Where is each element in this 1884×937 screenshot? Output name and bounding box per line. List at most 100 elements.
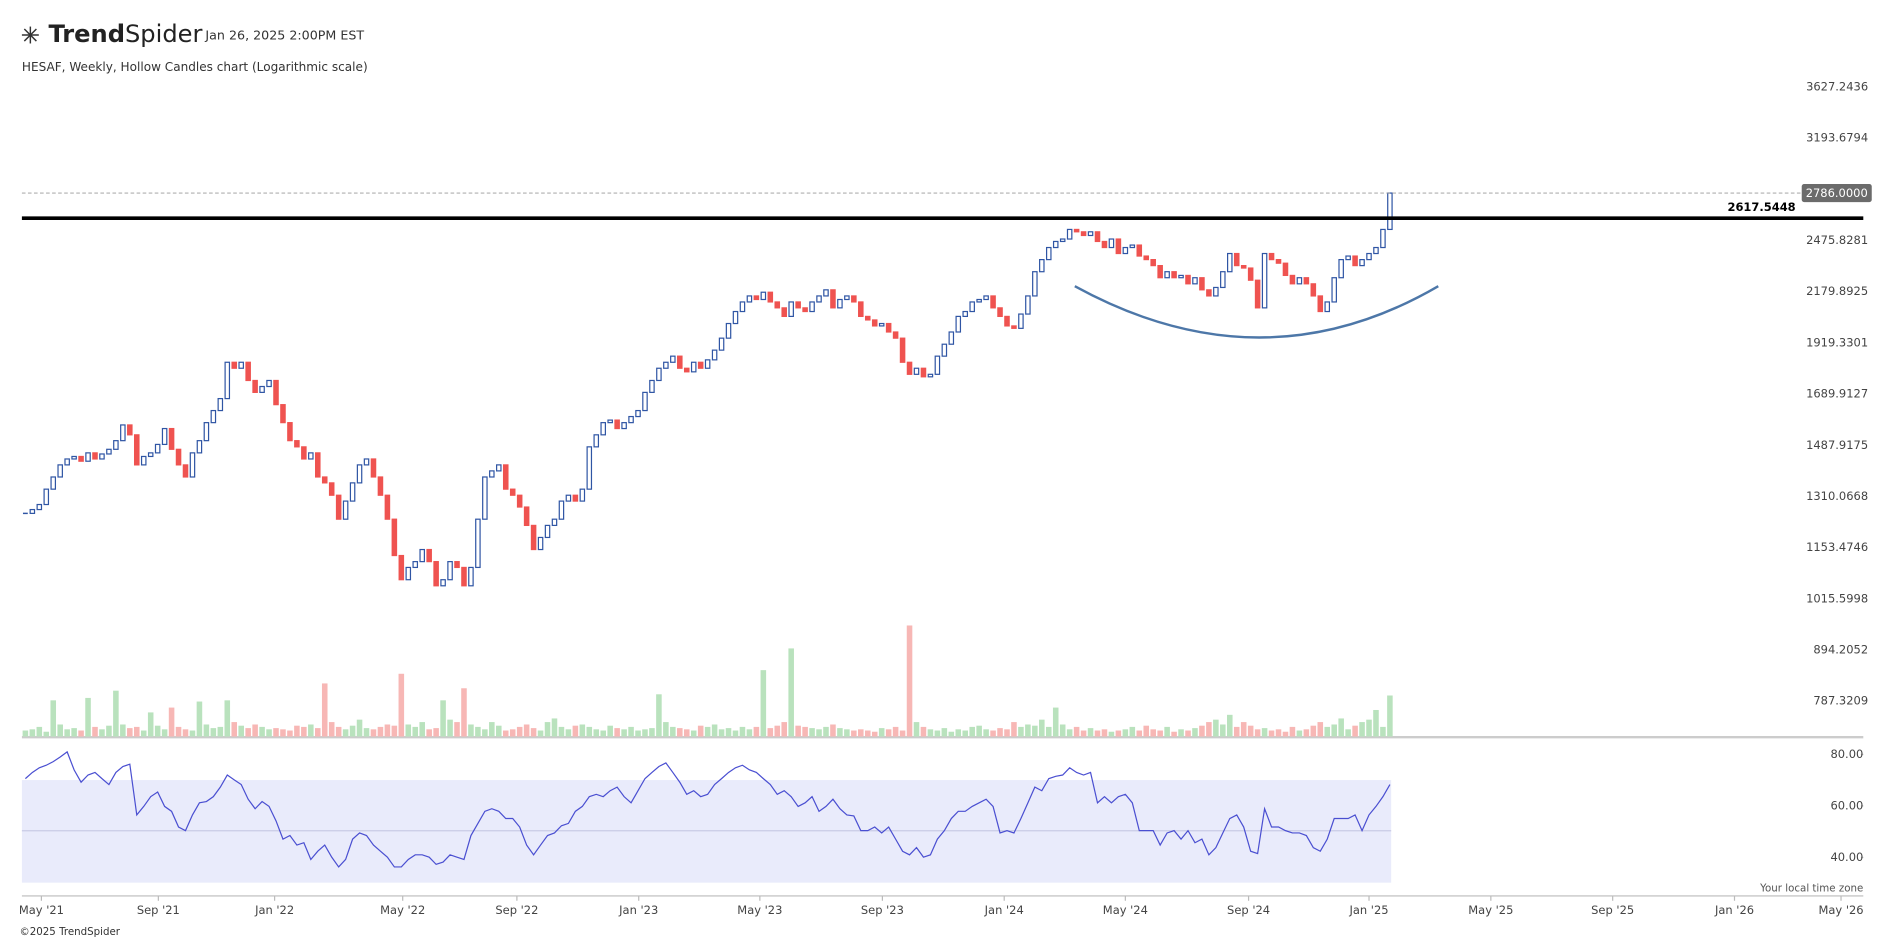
volume-bar [656, 694, 662, 737]
candle-body [71, 455, 77, 460]
volume-bar [823, 726, 829, 737]
volume-bar [210, 728, 217, 737]
candle-body [440, 579, 446, 587]
volume-bar [1220, 724, 1226, 737]
candle-body [1059, 238, 1066, 243]
volume-bar [1066, 729, 1073, 737]
candle-body [363, 458, 370, 466]
candle-body [1387, 192, 1393, 231]
volume-bar [1387, 695, 1393, 737]
candle-body [1087, 231, 1094, 237]
candle-body [203, 422, 210, 442]
volume-bar [871, 731, 878, 737]
chart-subtitle: HESAF, Weekly, Hollow Candles chart (Log… [22, 60, 368, 74]
volume-bar [321, 683, 328, 737]
volume-bar [732, 730, 739, 737]
candle-body [955, 315, 962, 333]
y-tick-label: 1310.0668 [1806, 489, 1868, 503]
candle-body [739, 301, 746, 313]
x-tick-label: May '21 [19, 903, 64, 917]
volume-bar [1199, 725, 1205, 737]
candle-body [328, 482, 335, 496]
volume-bar [50, 700, 57, 737]
volume-bar [273, 728, 279, 737]
candle-body [1101, 240, 1108, 249]
volume-bar [579, 724, 586, 737]
volume-bar [851, 730, 857, 737]
candle-body [315, 452, 321, 478]
candle-body [544, 524, 551, 539]
volume-bar [697, 725, 704, 737]
volume-bar [1164, 726, 1170, 737]
volume-bar [1004, 729, 1010, 737]
volume-bar [767, 728, 774, 737]
volume-bar [1213, 719, 1219, 737]
x-tick-label: May '25 [1468, 903, 1513, 917]
volume-bar [1150, 729, 1156, 737]
volume-bar [1094, 730, 1101, 737]
volume-bar [182, 729, 189, 737]
volume-bar [885, 729, 892, 737]
volume-bar [113, 690, 119, 737]
candle-body [1268, 252, 1275, 261]
volume-bar [335, 726, 342, 737]
volume-bar [649, 728, 655, 737]
candle-body [600, 422, 606, 436]
candle-body [1213, 286, 1219, 297]
candle-body [899, 337, 906, 363]
candle-body [969, 301, 975, 313]
candle-body [697, 361, 704, 369]
volume-bar [663, 722, 669, 737]
rsi-line [24, 750, 1391, 868]
candle-body [1310, 283, 1317, 297]
candle-body [983, 295, 989, 301]
candle-body [335, 494, 342, 520]
last-price-label: 2786.0000 [1806, 186, 1868, 200]
candle-body [997, 307, 1003, 318]
volume-bar [64, 729, 70, 737]
volume-bar [635, 730, 641, 737]
candle-body [704, 359, 711, 369]
candle-body [356, 464, 363, 484]
candle-body [1275, 259, 1282, 264]
volume-bar [1282, 731, 1289, 737]
candle-body [1032, 271, 1038, 297]
candle-body [92, 452, 98, 460]
y-tick-label: 1015.5998 [1806, 591, 1868, 605]
x-tick-label: May '22 [380, 903, 425, 917]
candle-body [468, 566, 474, 587]
candle-body [816, 295, 822, 303]
volume-bar [391, 725, 398, 737]
candle-body [1157, 265, 1163, 279]
candle-body [224, 361, 231, 400]
candle-body [593, 434, 600, 448]
candle-body [1240, 265, 1247, 269]
volume-bar [252, 724, 258, 737]
volume-bar [127, 728, 133, 737]
x-tick-label: Jan '25 [1348, 903, 1388, 917]
volume-bar [551, 718, 558, 737]
logo-icon [21, 26, 39, 44]
volume-bar [57, 724, 63, 737]
candle-body [1045, 246, 1052, 261]
volume-bar [1303, 729, 1310, 737]
candle-body [677, 355, 683, 369]
candle-body [1143, 255, 1150, 261]
volume-bar [1233, 726, 1240, 737]
volume-bar [962, 730, 969, 737]
y-tick-label: 2475.8281 [1806, 233, 1868, 247]
volume-bar [913, 722, 920, 737]
candle-body [642, 391, 648, 412]
volume-bar [1296, 730, 1303, 737]
volume-bar [259, 726, 265, 737]
x-tick-label: Jan '24 [984, 903, 1024, 917]
timestamp: Jan 26, 2025 2:00PM EST [204, 28, 364, 43]
volume-bar [969, 726, 975, 737]
volume-bar [468, 724, 474, 737]
candle-body [1352, 255, 1358, 267]
candle-body [1373, 246, 1379, 255]
candle-body [426, 548, 432, 563]
volume-bar [683, 729, 690, 737]
candle-body [649, 379, 655, 393]
candle-body [830, 289, 836, 309]
